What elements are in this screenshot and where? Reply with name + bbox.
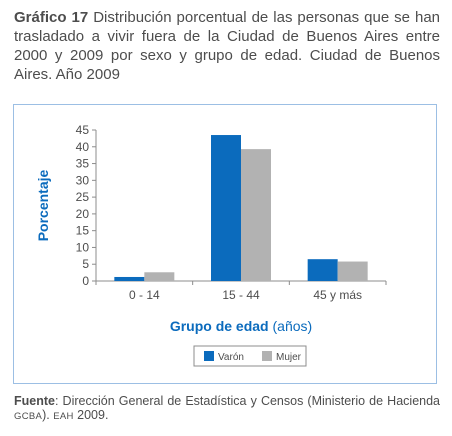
bar-mujer [337,261,368,281]
y-tick-label: 10 [76,240,90,254]
y-tick-label: 40 [76,140,90,154]
chart-caption: Gráfico 17 Distribución porcentual de la… [14,8,440,84]
legend-label-varon: Varón [218,352,244,363]
y-axis: 0 5 10 15 20 25 30 35 40 45 [76,123,97,288]
x-tick-label: 0 - 14 [129,288,160,302]
caption-text: Distribución porcentual de las personas … [14,9,441,83]
caption-label: Gráfico 17 [14,9,89,26]
bar-mujer [144,272,175,281]
source-eah: EAH [53,411,74,422]
source-note: Fuente: Dirección General de Estadística… [14,394,440,424]
y-tick-label: 5 [82,257,89,271]
y-tick-label: 20 [76,207,90,221]
x-tick-label: 15 - 44 [222,288,260,302]
source-gcba: GCBA [14,411,43,422]
x-axis: 0 - 14 15 - 44 45 y más [95,280,387,302]
y-axis-title-group: Porcentaje [35,169,51,241]
bar-mujer [241,149,271,281]
y-tick-label: 0 [82,274,89,288]
y-tick-label: 30 [76,173,90,187]
source-text-3: 2009. [73,408,109,422]
source-text-1: : Dirección General de Estadística y Cen… [54,394,440,408]
legend-swatch-mujer [262,351,272,361]
bar-varon [114,276,145,281]
bars [114,135,368,281]
bar-varon [211,135,241,281]
y-axis-title: Porcentaje [35,169,51,241]
legend-label-mujer: Mujer [276,352,302,363]
y-tick-label: 35 [76,157,90,171]
x-tick-label: 45 y más [313,288,362,302]
x-axis-title-unit: (años) [273,318,313,334]
legend-box [193,345,307,367]
legend: Varón Mujer [193,345,307,367]
y-tick-label: 45 [76,123,90,137]
x-axis-title: Grupo de edad (años) [170,318,312,334]
bar-varon [307,259,338,281]
source-label: Fuente [14,394,55,408]
y-tick-label: 15 [76,224,90,238]
y-tick-label: 25 [76,190,90,204]
legend-swatch-varon [204,351,214,361]
x-axis-title-main: Grupo de edad [170,318,273,334]
source-text-2: ). [42,408,54,422]
